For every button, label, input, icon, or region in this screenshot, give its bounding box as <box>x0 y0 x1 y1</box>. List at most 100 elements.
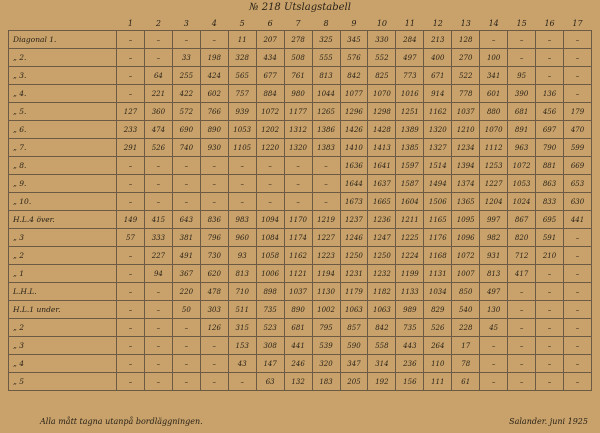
cell: 1636 <box>339 156 369 175</box>
cell: 1227 <box>311 228 341 247</box>
table-row: „ 7. 291 526 740 930 1105 1220 1320 1383 1410 1413… <box>8 138 592 157</box>
cell: 1037 <box>451 102 481 121</box>
cell: 491 <box>171 246 201 265</box>
cell: 931 <box>479 246 509 265</box>
cell: 773 <box>395 66 425 85</box>
cell: – <box>311 192 341 211</box>
cell: 434 <box>255 48 285 67</box>
row-label: „ 5 <box>8 372 117 391</box>
cell: 147 <box>255 354 285 373</box>
row-label: „ 1 <box>8 264 117 283</box>
cell: 508 <box>283 48 313 67</box>
cell: 45 <box>479 318 509 337</box>
cell: 555 <box>311 48 341 67</box>
cell: – <box>311 156 341 175</box>
table-row: „ 4. –221 422 602 757 884 980 1044 1077 1070 1016 9… <box>8 84 592 103</box>
cell: 539 <box>311 336 341 355</box>
column-header: 5 <box>228 16 257 31</box>
cell: – <box>171 318 201 337</box>
cell: 960 <box>227 228 257 247</box>
cell: 1665 <box>367 192 397 211</box>
cell: 1312 <box>283 120 313 139</box>
cell: 1176 <box>423 228 453 247</box>
cell: 1170 <box>283 210 313 229</box>
cell: 857 <box>339 318 369 337</box>
cell: 1232 <box>367 264 397 283</box>
cell: – <box>143 30 173 49</box>
table-row: L.H.L. – –220 478 710 898 1037 1130 1179 1182 1133… <box>8 282 592 301</box>
cell: – <box>116 246 145 265</box>
cell: 523 <box>255 318 285 337</box>
cell: 1327 <box>423 138 453 157</box>
cell: 833 <box>535 192 564 211</box>
cell: – <box>507 372 537 391</box>
cell: 315 <box>227 318 257 337</box>
table-row: „ 1–94 367 620 813 1006 1121 1194 1231 1232 1199 1… <box>8 264 592 283</box>
cell: 813 <box>227 264 257 283</box>
cell: 982 <box>479 228 509 247</box>
row-label: „ 7. <box>8 138 117 157</box>
cell: 1637 <box>367 174 397 193</box>
cell: 1194 <box>311 264 341 283</box>
cell: – <box>116 84 145 103</box>
cell: – <box>535 66 564 85</box>
cell: 757 <box>227 84 257 103</box>
cell: – <box>535 30 564 49</box>
cell: 1210 <box>451 120 481 139</box>
cell: 291 <box>116 138 145 157</box>
cell: 867 <box>507 210 537 229</box>
cell: 710 <box>227 282 257 301</box>
cell: 333 <box>143 228 173 247</box>
column-header: 12 <box>423 16 452 31</box>
cell: 1644 <box>339 174 369 193</box>
cell: 761 <box>283 66 313 85</box>
cell: 264 <box>423 336 453 355</box>
cell: – <box>479 354 509 373</box>
cell: 308 <box>255 336 285 355</box>
table-row: „ 5. 127 360 572 766 939 1072 1177 1265 1296 1298 1… <box>8 102 592 121</box>
cell: 891 <box>507 120 537 139</box>
cell: 599 <box>563 138 592 157</box>
table-row: „ 2– – –126 315 523 681 795 857 842 735 526 228 45– –… <box>8 318 592 337</box>
cell: 1250 <box>339 246 369 265</box>
row-label: „ 8. <box>8 156 117 175</box>
cell: 1063 <box>339 300 369 319</box>
cell: 1220 <box>255 138 285 157</box>
cell: – <box>143 174 173 193</box>
cell: – <box>311 174 341 193</box>
cell: 1389 <box>395 120 425 139</box>
cell: – <box>116 372 145 391</box>
column-header: 4 <box>200 16 229 31</box>
cell: – <box>171 156 201 175</box>
cell: 43 <box>227 354 257 373</box>
cell: 697 <box>535 120 564 139</box>
cell: 1234 <box>451 138 481 157</box>
row-label: „ 9. <box>8 174 117 193</box>
cell: 478 <box>199 282 229 301</box>
cell: 320 <box>311 354 341 373</box>
title: № 218 Utslagstabell <box>249 2 351 13</box>
cell: – <box>507 30 537 49</box>
column-header: 3 <box>172 16 201 31</box>
cell: 1168 <box>423 246 453 265</box>
cell: 1072 <box>255 102 285 121</box>
cell: 1070 <box>367 84 397 103</box>
cell: 653 <box>563 174 592 193</box>
cell: 400 <box>423 48 453 67</box>
column-header: 2 <box>144 16 173 31</box>
cell: 441 <box>283 336 313 355</box>
cell: – <box>255 174 285 193</box>
cell: 572 <box>171 102 201 121</box>
row-label: „ 2 <box>8 246 117 265</box>
cell: 1095 <box>451 210 481 229</box>
cell: 1597 <box>395 156 425 175</box>
cell: 630 <box>563 192 592 211</box>
cell: 111 <box>423 372 453 391</box>
cell: – <box>479 336 509 355</box>
cell: 552 <box>367 48 397 67</box>
table-row: Diagonal 1. – – – –11 207 278 325 345 330 284 213 12… <box>8 30 592 49</box>
cell: 825 <box>367 66 397 85</box>
cell: 325 <box>311 30 341 49</box>
cell: – <box>116 66 145 85</box>
cell: – <box>563 246 592 265</box>
